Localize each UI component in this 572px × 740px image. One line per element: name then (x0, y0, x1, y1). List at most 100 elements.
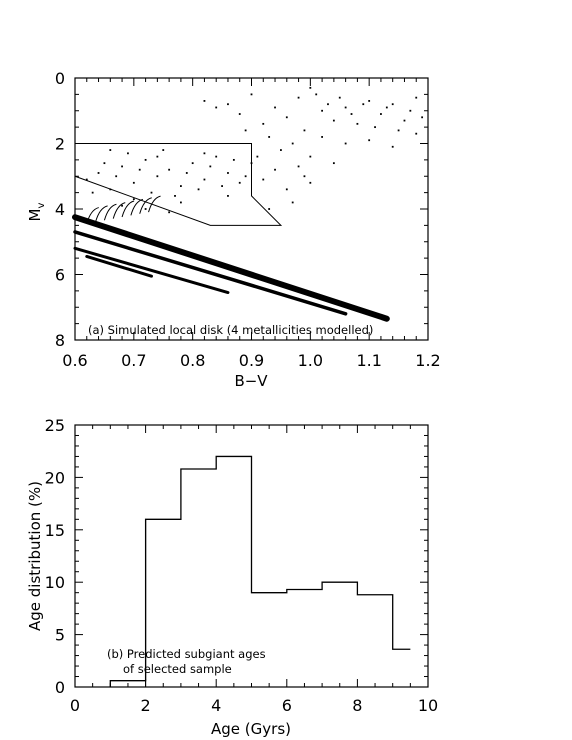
age-y-tick-label: 20 (45, 468, 65, 487)
cmd-point (215, 155, 218, 158)
age-panel: 0 2 4 6 8 10 0 5 10 15 20 25 (b) Predicted subgian… (26, 416, 438, 738)
cmd-point (356, 122, 359, 125)
cmd-sequences (72, 195, 390, 322)
cmd-panel: 0.6 0.7 0.8 0.9 1.0 1.1 1.2 0 2 4 6 8 (a) Simulate… (26, 69, 441, 390)
age-y-tick-label: 25 (45, 416, 65, 435)
cmd-point (103, 162, 106, 165)
cmd-point (274, 168, 276, 171)
cmd-point (232, 158, 235, 161)
cmd-point (262, 178, 265, 181)
cmd-point (121, 204, 123, 207)
cmd-point (391, 145, 394, 148)
selection-box (74, 143, 283, 226)
turnoff-hook (148, 195, 161, 213)
cmd-point (97, 172, 100, 174)
age-x-tick-label: 10 (418, 696, 438, 715)
cmd-point (197, 188, 200, 191)
cmd-point (385, 106, 388, 109)
histogram-bar (287, 590, 322, 687)
cmd-point (321, 136, 323, 138)
age-y-ticks: 0 5 10 15 20 25 (45, 416, 428, 697)
cmd-point (403, 119, 406, 122)
cmd-point (109, 149, 112, 151)
histogram-bar (393, 649, 411, 687)
cmd-point (127, 152, 129, 155)
cmd-point (168, 211, 171, 214)
cmd-point (250, 93, 253, 96)
cmd-point (174, 195, 176, 197)
cmd-point (144, 208, 147, 210)
main-sequence-line (72, 214, 390, 322)
cmd-point (227, 172, 229, 174)
cmd-point (256, 155, 259, 158)
cmd-point (421, 116, 424, 119)
cmd-point (203, 100, 206, 102)
cmd-point (138, 168, 141, 171)
cmd-point (291, 142, 294, 145)
cmd-x-tick-label: 1.0 (298, 351, 323, 370)
cmd-x-ticks: 0.6 0.7 0.8 0.9 1.0 1.1 1.2 (62, 78, 441, 370)
cmd-plot-frame (74, 77, 429, 341)
cmd-point (309, 86, 312, 89)
cmd-point (374, 126, 376, 129)
cmd-y-tick-label: 2 (55, 135, 65, 154)
cmd-y-axis-title-sub: v (36, 202, 47, 208)
cmd-point (391, 103, 394, 106)
cmd-point (185, 172, 188, 174)
turnoff-hook (121, 200, 135, 218)
cmd-point (380, 113, 382, 115)
cmd-point (415, 132, 418, 135)
cmd-point (397, 129, 400, 132)
cmd-x-tick-label: 1.2 (415, 351, 440, 370)
age-annotation-line1: (b) Predicted subgiant ages (107, 647, 266, 661)
cmd-point (132, 181, 135, 184)
cmd-point (227, 103, 229, 106)
turnoff-hook (139, 197, 152, 214)
cmd-point (244, 129, 247, 132)
cmd-y-ticks: 0 2 4 6 8 (55, 69, 428, 350)
age-annotation-line2: of selected sample (123, 662, 232, 676)
cmd-point (297, 96, 300, 99)
cmd-point (368, 139, 371, 142)
cmd-point (221, 185, 223, 187)
cmd-point (180, 201, 182, 204)
cmd-y-axis-title: Mv (26, 202, 47, 221)
cmd-point (209, 165, 212, 168)
cmd-point (303, 129, 306, 132)
cmd-point (268, 136, 271, 138)
age-x-tick-label: 4 (211, 696, 221, 715)
svg-text:Mv: Mv (26, 202, 47, 221)
histogram-bar (252, 593, 287, 687)
turnoff-hook (103, 203, 117, 221)
turnoff-hook (130, 198, 144, 216)
cmd-point (327, 103, 329, 106)
cmd-point (238, 113, 241, 115)
cmd-point (203, 178, 206, 181)
main-sequence-line (73, 246, 230, 295)
cmd-point (291, 201, 294, 204)
cmd-point (191, 162, 194, 165)
cmd-point (350, 113, 353, 115)
cmd-point (332, 162, 335, 165)
cmd-point (156, 155, 159, 158)
cmd-scatter-points (85, 86, 424, 214)
cmd-y-tick-label: 4 (55, 200, 65, 219)
cmd-point (344, 106, 347, 109)
cmd-point (368, 100, 371, 102)
turnoff-hook (86, 207, 99, 224)
main-sequence-line (73, 230, 348, 316)
cmd-x-tick-label: 0.8 (180, 351, 205, 370)
cmd-y-axis-title-main: M (26, 208, 44, 221)
cmd-point (297, 165, 300, 168)
cmd-point (203, 152, 206, 155)
cmd-point (262, 122, 265, 125)
cmd-point (321, 109, 323, 112)
age-y-tick-label: 15 (45, 521, 65, 540)
cmd-point (168, 168, 171, 171)
cmd-point (91, 191, 94, 194)
age-x-tick-label: 6 (282, 696, 292, 715)
age-y-tick-label: 0 (55, 678, 65, 697)
cmd-point (215, 106, 218, 109)
cmd-point (144, 158, 147, 161)
